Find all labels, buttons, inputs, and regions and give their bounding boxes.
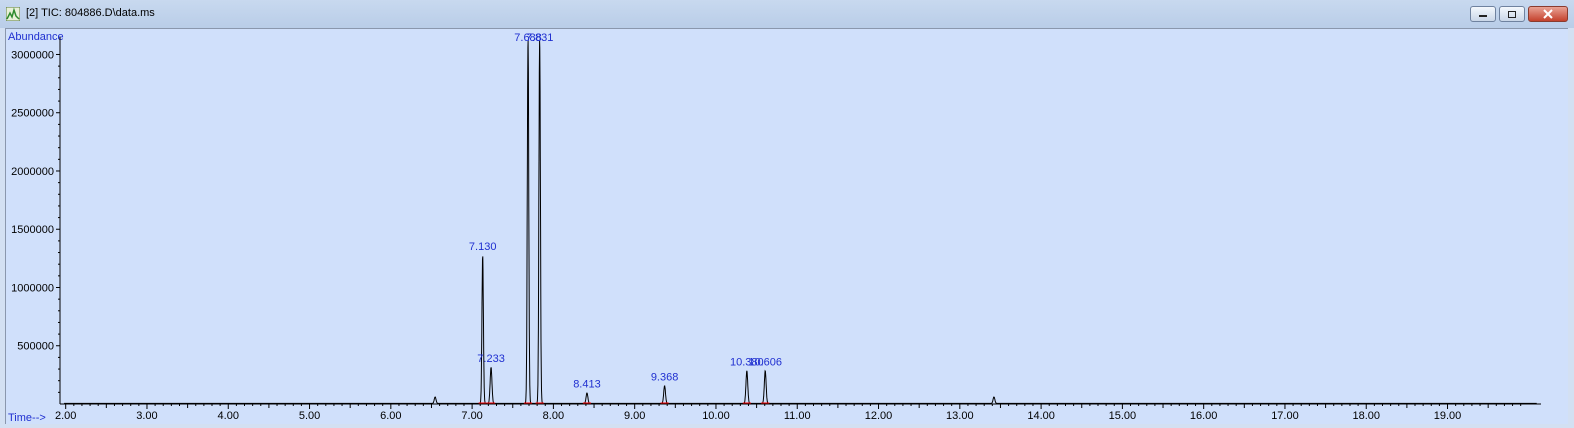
chromatogram-panel: Abundance Time--> 500000 1000000 1500000 20… (5, 28, 1568, 424)
y-tick-label: 500000 (17, 341, 54, 353)
y-tick-label: 2000000 (11, 166, 54, 178)
y-tick-label: 1000000 (11, 282, 54, 294)
x-tick-label: 9.00 (624, 410, 645, 422)
x-tick-label: 4.00 (218, 410, 239, 422)
peak-label: 9.368 (651, 372, 679, 384)
x-tick-label: 15.00 (1109, 410, 1137, 422)
peak-label: 7.831 (526, 32, 554, 44)
peak-label: 7.233 (477, 353, 505, 365)
peak-label: 8.413 (573, 379, 601, 391)
x-tick-label: 13.00 (946, 410, 974, 422)
x-tick-label: 14.00 (1027, 410, 1055, 422)
restore-button[interactable] (1499, 6, 1525, 22)
chromatogram-app-icon (5, 6, 21, 22)
peak-label: 7.688 (514, 32, 542, 44)
x-tick-label: 18.00 (1352, 410, 1380, 422)
minimize-icon (1471, 7, 1495, 21)
tic-chart: Abundance Time--> 500000 1000000 1500000 20… (8, 31, 1541, 424)
window-titlebar: [2] TIC: 804886.D\data.ms (0, 0, 1574, 28)
y-tick-label: 3000000 (11, 49, 54, 61)
x-tick-label: 2.00 (55, 410, 76, 422)
x-tick-label: 7.00 (461, 410, 482, 422)
x-tick-label: 6.00 (380, 410, 401, 422)
y-axis-label: Abundance (8, 31, 64, 43)
peak-label: 10.380 (730, 356, 764, 368)
x-tick-label: 16.00 (1190, 410, 1218, 422)
x-tick-label: 12.00 (865, 410, 893, 422)
window-title: [2] TIC: 804886.D\data.ms (26, 7, 155, 19)
x-tick-label: 11.00 (784, 410, 811, 422)
peak-label: 7.130 (469, 241, 497, 253)
y-tick-label: 2500000 (11, 108, 54, 120)
close-icon (1529, 7, 1567, 21)
peak-label: 10.606 (748, 356, 782, 368)
restore-icon (1500, 7, 1524, 21)
x-axis-label: Time--> (8, 412, 46, 424)
x-tick-label: 8.00 (543, 410, 564, 422)
x-tick-label: 19.00 (1434, 410, 1462, 422)
x-tick-label: 10.00 (702, 410, 730, 422)
minimize-button[interactable] (1470, 6, 1496, 22)
x-tick-label: 3.00 (136, 410, 157, 422)
x-tick-label: 17.00 (1271, 410, 1299, 422)
x-tick-label: 5.00 (299, 410, 320, 422)
close-button[interactable] (1528, 6, 1568, 22)
tic-trace (64, 40, 1537, 404)
y-tick-label: 1500000 (11, 224, 54, 236)
